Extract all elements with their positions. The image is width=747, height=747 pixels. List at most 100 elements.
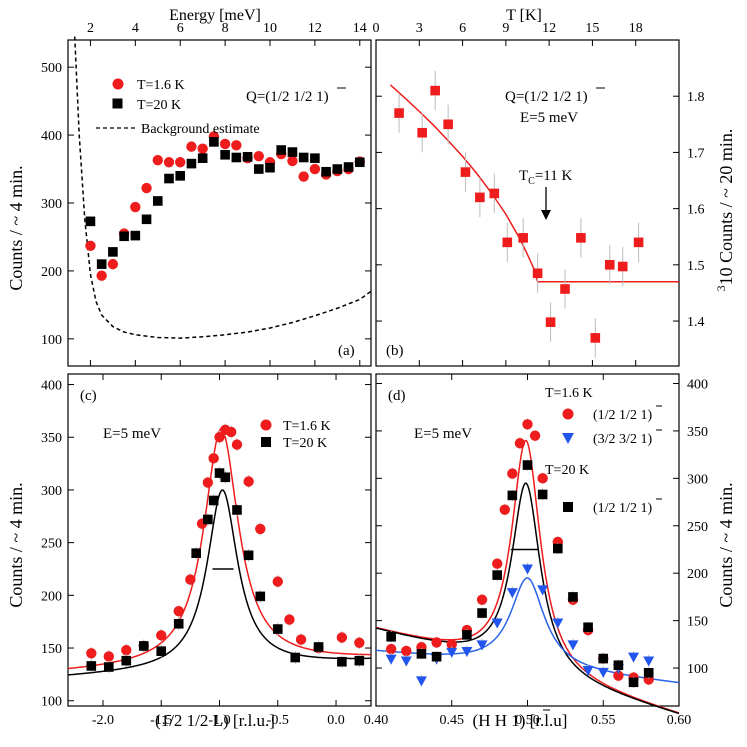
panel-d-ytick-label: 250 — [687, 520, 708, 535]
panel-a-series-1-point — [265, 162, 275, 173]
panel-a-series-1-point — [231, 152, 242, 163]
panel-d-ylabel: Counts / ~ 4 min. — [716, 482, 736, 607]
legend-c-marker-red — [260, 419, 272, 431]
panel-d-xlabel: (H H 1) [r.l.u] — [473, 711, 568, 730]
panel-d-ytick-label: 400 — [687, 377, 708, 392]
panel-d-ytick-label: 200 — [687, 567, 708, 582]
panel-d-e-annotation: E=5 meV — [414, 426, 472, 442]
panel-d-series-2-point — [462, 630, 472, 640]
panel-b-xtick-label: 6 — [459, 21, 466, 36]
panel-a-ytick-label: 300 — [41, 197, 62, 212]
panel-a-xtick-label: 8 — [222, 21, 229, 36]
panel-a-xtick-label: 4 — [132, 21, 139, 36]
panel-a-series-1-point — [220, 149, 230, 160]
panel-d-xtick-label: 0.40 — [364, 713, 389, 728]
panel-b-xtick-label: 12 — [542, 21, 556, 36]
panel-d-series-0-point — [537, 473, 548, 484]
panel-a: 2 4 6 8 10 12 14 100 200 300 400 500 Energy [meV] C… — [6, 7, 372, 367]
panel-d-series-0-point — [401, 645, 412, 657]
panel-c-ticks: -2.0 -1.5 -1.0 -0.5 0.0 100 150 200 250 300 350 400 — [41, 374, 371, 728]
panel-b-series-0-point — [633, 237, 644, 248]
legend-c-entry-2: T=20 K — [283, 436, 327, 451]
panel-b-series-0-point — [576, 233, 586, 243]
panel-b-ytick-label: 1.7 — [687, 146, 705, 161]
panel-a-q-annotation: Q=(1/2 1/2 1) — [246, 89, 329, 105]
panel-b-series-1-line — [389, 84, 679, 283]
panel-b-series-0-point — [394, 108, 404, 118]
panel-d-series-1-point — [628, 652, 640, 663]
panel-c-series-1-point — [138, 641, 149, 651]
panel-b-ylabel-sup: 3 — [714, 285, 728, 291]
panel-b-series-0-point — [460, 167, 471, 177]
panel-a-ytick-label: 200 — [41, 265, 62, 280]
panel-b-tc-arrow-head — [541, 210, 551, 220]
panel-d-ytick-label: 100 — [687, 662, 708, 677]
panel-b-q-annotation-text: Q=(1/2 1/2 1) — [505, 89, 588, 105]
panel-d-series-2-point — [628, 677, 639, 688]
panel-a-series-1-point — [152, 196, 163, 206]
panel-b-frame — [375, 39, 680, 367]
panel-c-series-3-line — [67, 489, 372, 676]
legend-d-header-2: T=20 K — [545, 463, 589, 478]
panel-a-series-0-point — [253, 150, 264, 162]
panel-b-tc-label: TC=11 K — [519, 168, 572, 187]
panel-d-series-1-point — [522, 564, 533, 575]
panel-d-ytick-label: 350 — [687, 425, 708, 440]
panel-d-series-1-point — [491, 618, 503, 629]
panel-d-series-2-point — [598, 653, 609, 664]
panel-c-legend: T=1.6 K T=20 K — [260, 419, 331, 451]
panel-a-series-1-point — [186, 158, 197, 169]
panel-a-legend: T=1.6 K T=20 K Background estimate — [96, 78, 260, 137]
panel-c-series-1-point — [255, 591, 266, 602]
panel-d-series-1-point — [643, 656, 655, 667]
legend-d-entry-3: (1/2 1/2 1) — [593, 501, 652, 516]
panel-d-ytick-label: 150 — [687, 615, 708, 630]
panel-a-series-1-point — [321, 166, 331, 177]
panel-b-label: (b) — [386, 343, 404, 359]
panel-b-series-0-point — [430, 85, 440, 96]
panel-a-series-1-point — [197, 153, 208, 163]
panel-d-series-1-point — [400, 656, 412, 667]
panel-a-series-0-point — [107, 258, 119, 270]
panel-c-series-0-point — [121, 644, 132, 656]
panel-a-series-1-point — [332, 164, 343, 174]
panel-d-series-1-point — [476, 640, 488, 651]
panel-a-series-1-point — [242, 152, 253, 162]
panel-a-series-0-point — [287, 155, 298, 167]
panel-a-series-1-point — [96, 259, 107, 269]
panel-d-series-2-point — [583, 622, 593, 633]
panel-d-series-0-point — [446, 639, 457, 650]
panel-d-series-5-line — [375, 577, 680, 684]
panel-d-series-4-line — [375, 482, 680, 715]
panel-a-series-0-point — [197, 143, 208, 154]
panel-c-series-0-point — [295, 634, 307, 645]
panel-d-series-2-point — [522, 460, 533, 470]
panel-d-ticks: 0.40 0.45 0.50 0.55 0.60 100 150 200 250 300 350 40… — [364, 374, 708, 728]
panel-b-xtick-label: 15 — [585, 21, 599, 36]
panel-b-xtick-label: 0 — [373, 21, 380, 36]
panel-b-xtick-label: 18 — [629, 21, 643, 36]
panel-a-series-0-point — [175, 157, 186, 168]
panel-a-series-1-point — [253, 164, 264, 174]
legend-d-marker-red — [562, 408, 574, 420]
panel-d-series-2-point — [537, 489, 548, 500]
panel-a-series-0-point — [163, 157, 175, 168]
legend-a-marker-red — [112, 78, 124, 90]
panel-c-series-0-point — [185, 574, 196, 585]
panel-a-series-2-line — [73, 36, 372, 339]
panel-d-label: (d) — [388, 388, 406, 404]
panel-d-series-0-point — [514, 438, 526, 449]
panel-c-series-0-point — [208, 453, 219, 464]
panel-d: 0.40 0.45 0.50 0.55 0.60 100 150 200 250 300 350 40… — [364, 373, 736, 730]
panel-d-series-2-point — [507, 490, 518, 501]
panel-d-series-1-point — [461, 646, 473, 657]
panel-a-series-1-point — [209, 137, 219, 147]
panel-d-series-0-point — [507, 468, 518, 479]
panel-b-tc-t: T — [519, 168, 528, 184]
panel-c-series-1-point — [86, 661, 97, 671]
panel-c-series-1-point — [208, 495, 219, 506]
panel-c-ytick-label: 100 — [41, 695, 62, 710]
panel-d-ytick-label: 300 — [687, 472, 708, 487]
panel-c-ytick-label: 350 — [41, 431, 62, 446]
panel-c-series-0-point — [156, 630, 167, 641]
